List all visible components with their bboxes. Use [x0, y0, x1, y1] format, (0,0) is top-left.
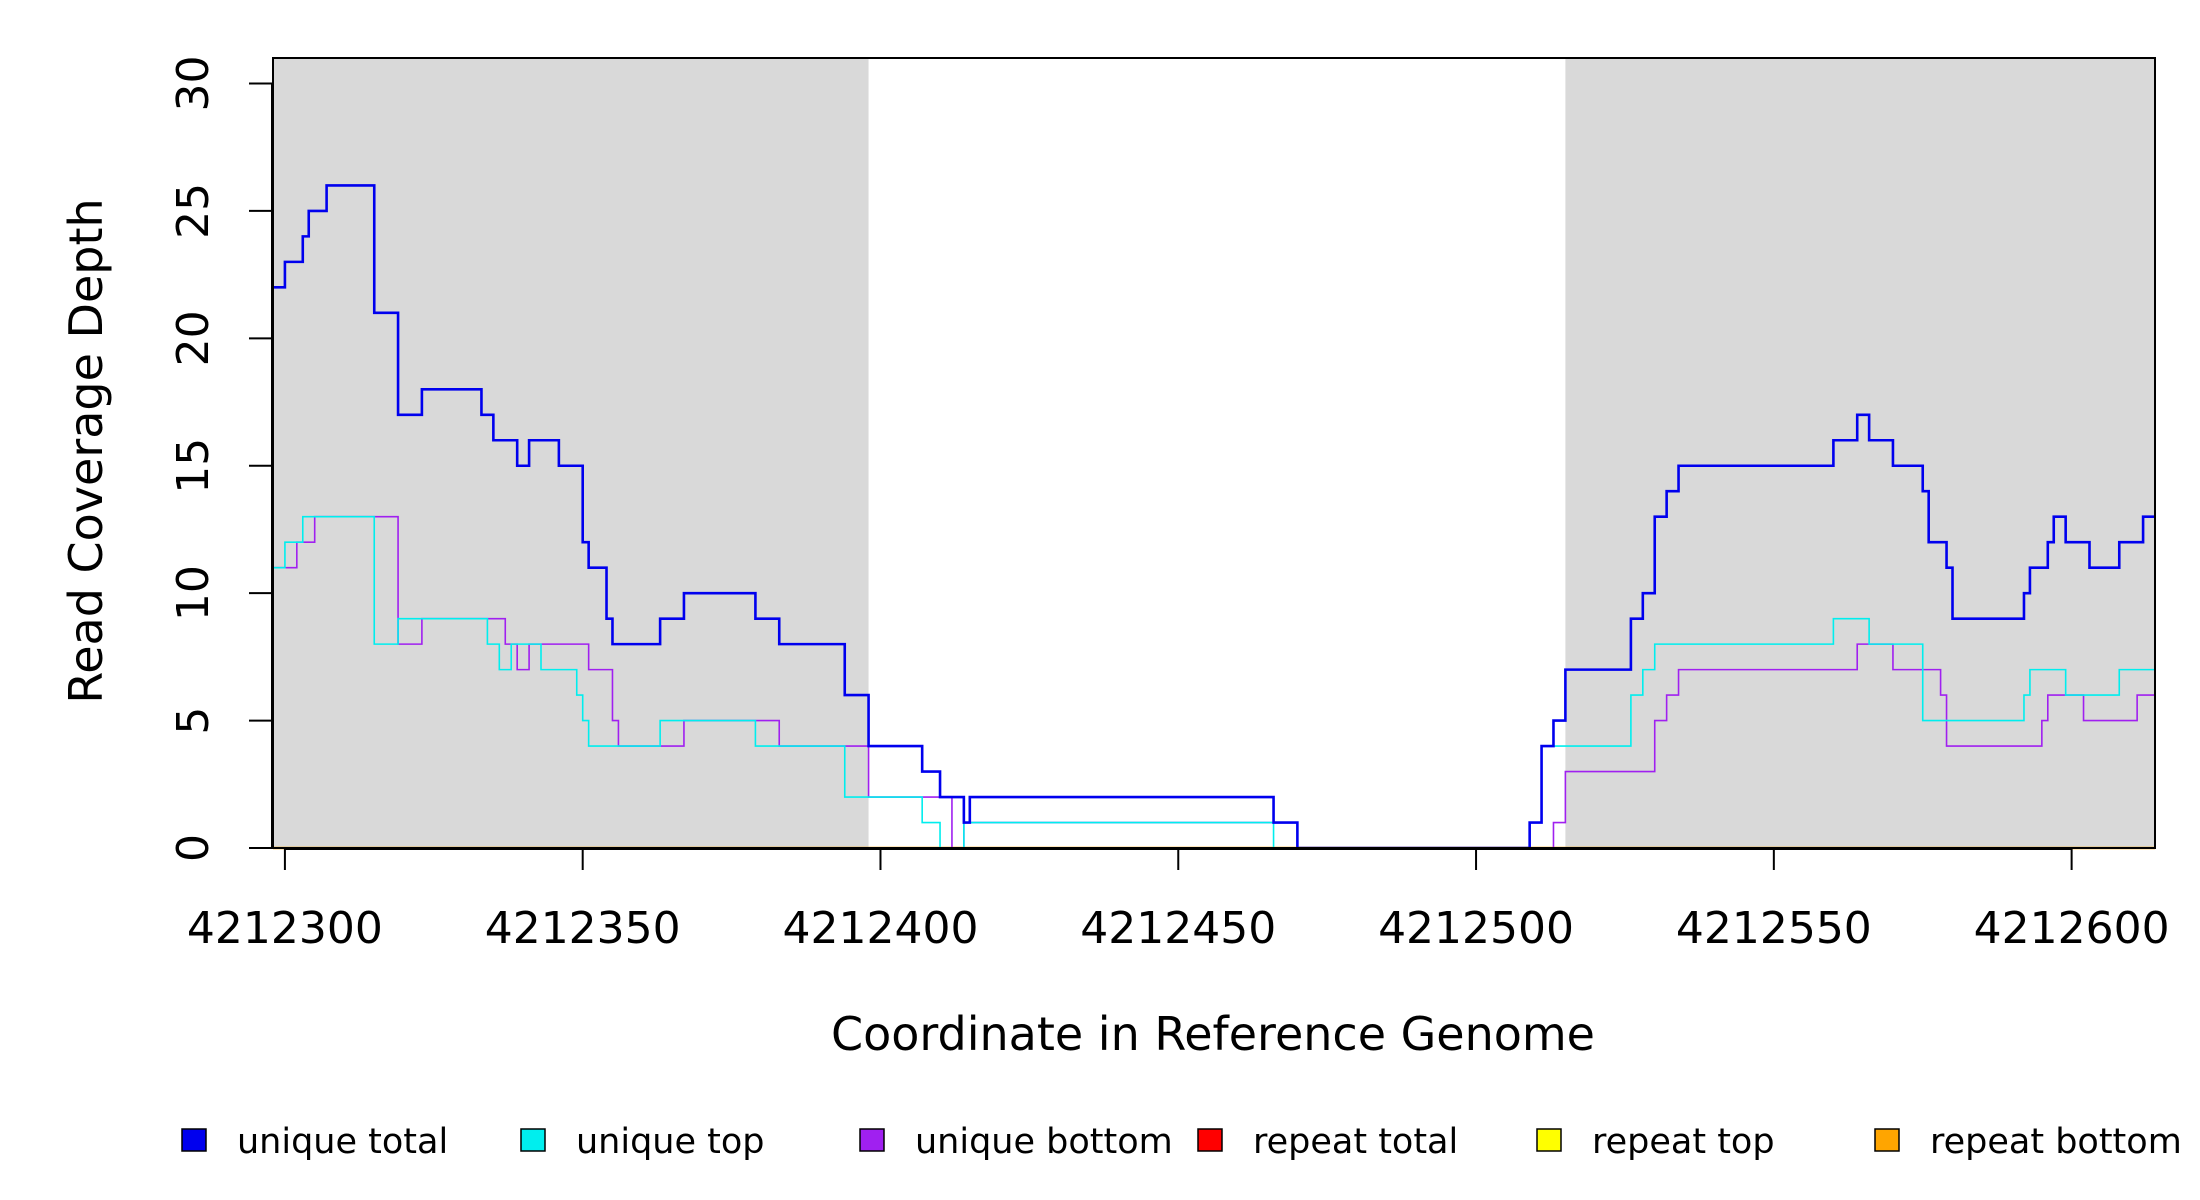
x-tick-label-4212350: 4212350: [485, 903, 681, 954]
legend-swatch-repeat-total: [1197, 1128, 1223, 1152]
y-tick-label-15: 15: [168, 438, 219, 494]
legend-label-unique-bottom: unique bottom: [915, 1122, 1173, 1162]
shaded-region-2: [1565, 58, 2155, 848]
legend-label-unique-top: unique top: [576, 1122, 765, 1162]
x-tick-label-4212300: 4212300: [187, 903, 383, 954]
x-axis-title: Coordinate in Reference Genome: [831, 1007, 1595, 1061]
y-axis: 0 5 10 15 20 25 30: [168, 55, 273, 862]
y-tick-label-20: 20: [168, 310, 219, 366]
legend-item-unique-top: unique top: [520, 1122, 765, 1162]
legend-label-repeat-top: repeat top: [1592, 1122, 1775, 1162]
y-tick-label-0: 0: [168, 834, 219, 862]
legend-item-repeat-total: repeat total: [1197, 1122, 1458, 1162]
x-axis: 4212300 4212350 4212400 4212450 4212500 42125…: [187, 848, 2170, 954]
y-tick-label-5: 5: [168, 707, 219, 735]
y-axis-title: Read Coverage Depth: [59, 198, 113, 703]
legend-item-repeat-top: repeat top: [1536, 1122, 1775, 1162]
x-tick-label-4212450: 4212450: [1080, 903, 1276, 954]
legend-label-unique-total: unique total: [237, 1122, 448, 1162]
x-tick-label-4212500: 4212500: [1378, 903, 1574, 954]
y-tick-label-25: 25: [168, 183, 219, 239]
legend-item-repeat-bottom: repeat bottom: [1874, 1122, 2182, 1162]
shaded-region-1: [273, 58, 869, 848]
x-tick-label-4212600: 4212600: [1974, 903, 2170, 954]
legend-swatch-unique-total: [181, 1128, 207, 1152]
legend-label-repeat-bottom: repeat bottom: [1930, 1122, 2182, 1162]
legend-swatch-repeat-bottom: [1874, 1128, 1900, 1152]
legend: unique total unique top unique bottom repea…: [181, 1122, 2182, 1162]
legend-label-repeat-total: repeat total: [1253, 1122, 1458, 1162]
series-line-unique-top: [273, 515, 2155, 849]
legend-swatch-repeat-top: [1536, 1128, 1562, 1152]
legend-item-unique-total: unique total: [181, 1122, 448, 1162]
legend-swatch-unique-bottom: [859, 1128, 885, 1152]
legend-swatch-unique-top: [520, 1128, 546, 1152]
shaded-regions: [273, 58, 2155, 848]
series-line-unique-total: [273, 184, 2155, 850]
y-tick-label-10: 10: [168, 565, 219, 621]
y-tick-label-30: 30: [168, 55, 219, 111]
legend-item-unique-bottom: unique bottom: [859, 1122, 1173, 1162]
x-tick-label-4212550: 4212550: [1676, 903, 1872, 954]
x-tick-label-4212400: 4212400: [782, 903, 978, 954]
